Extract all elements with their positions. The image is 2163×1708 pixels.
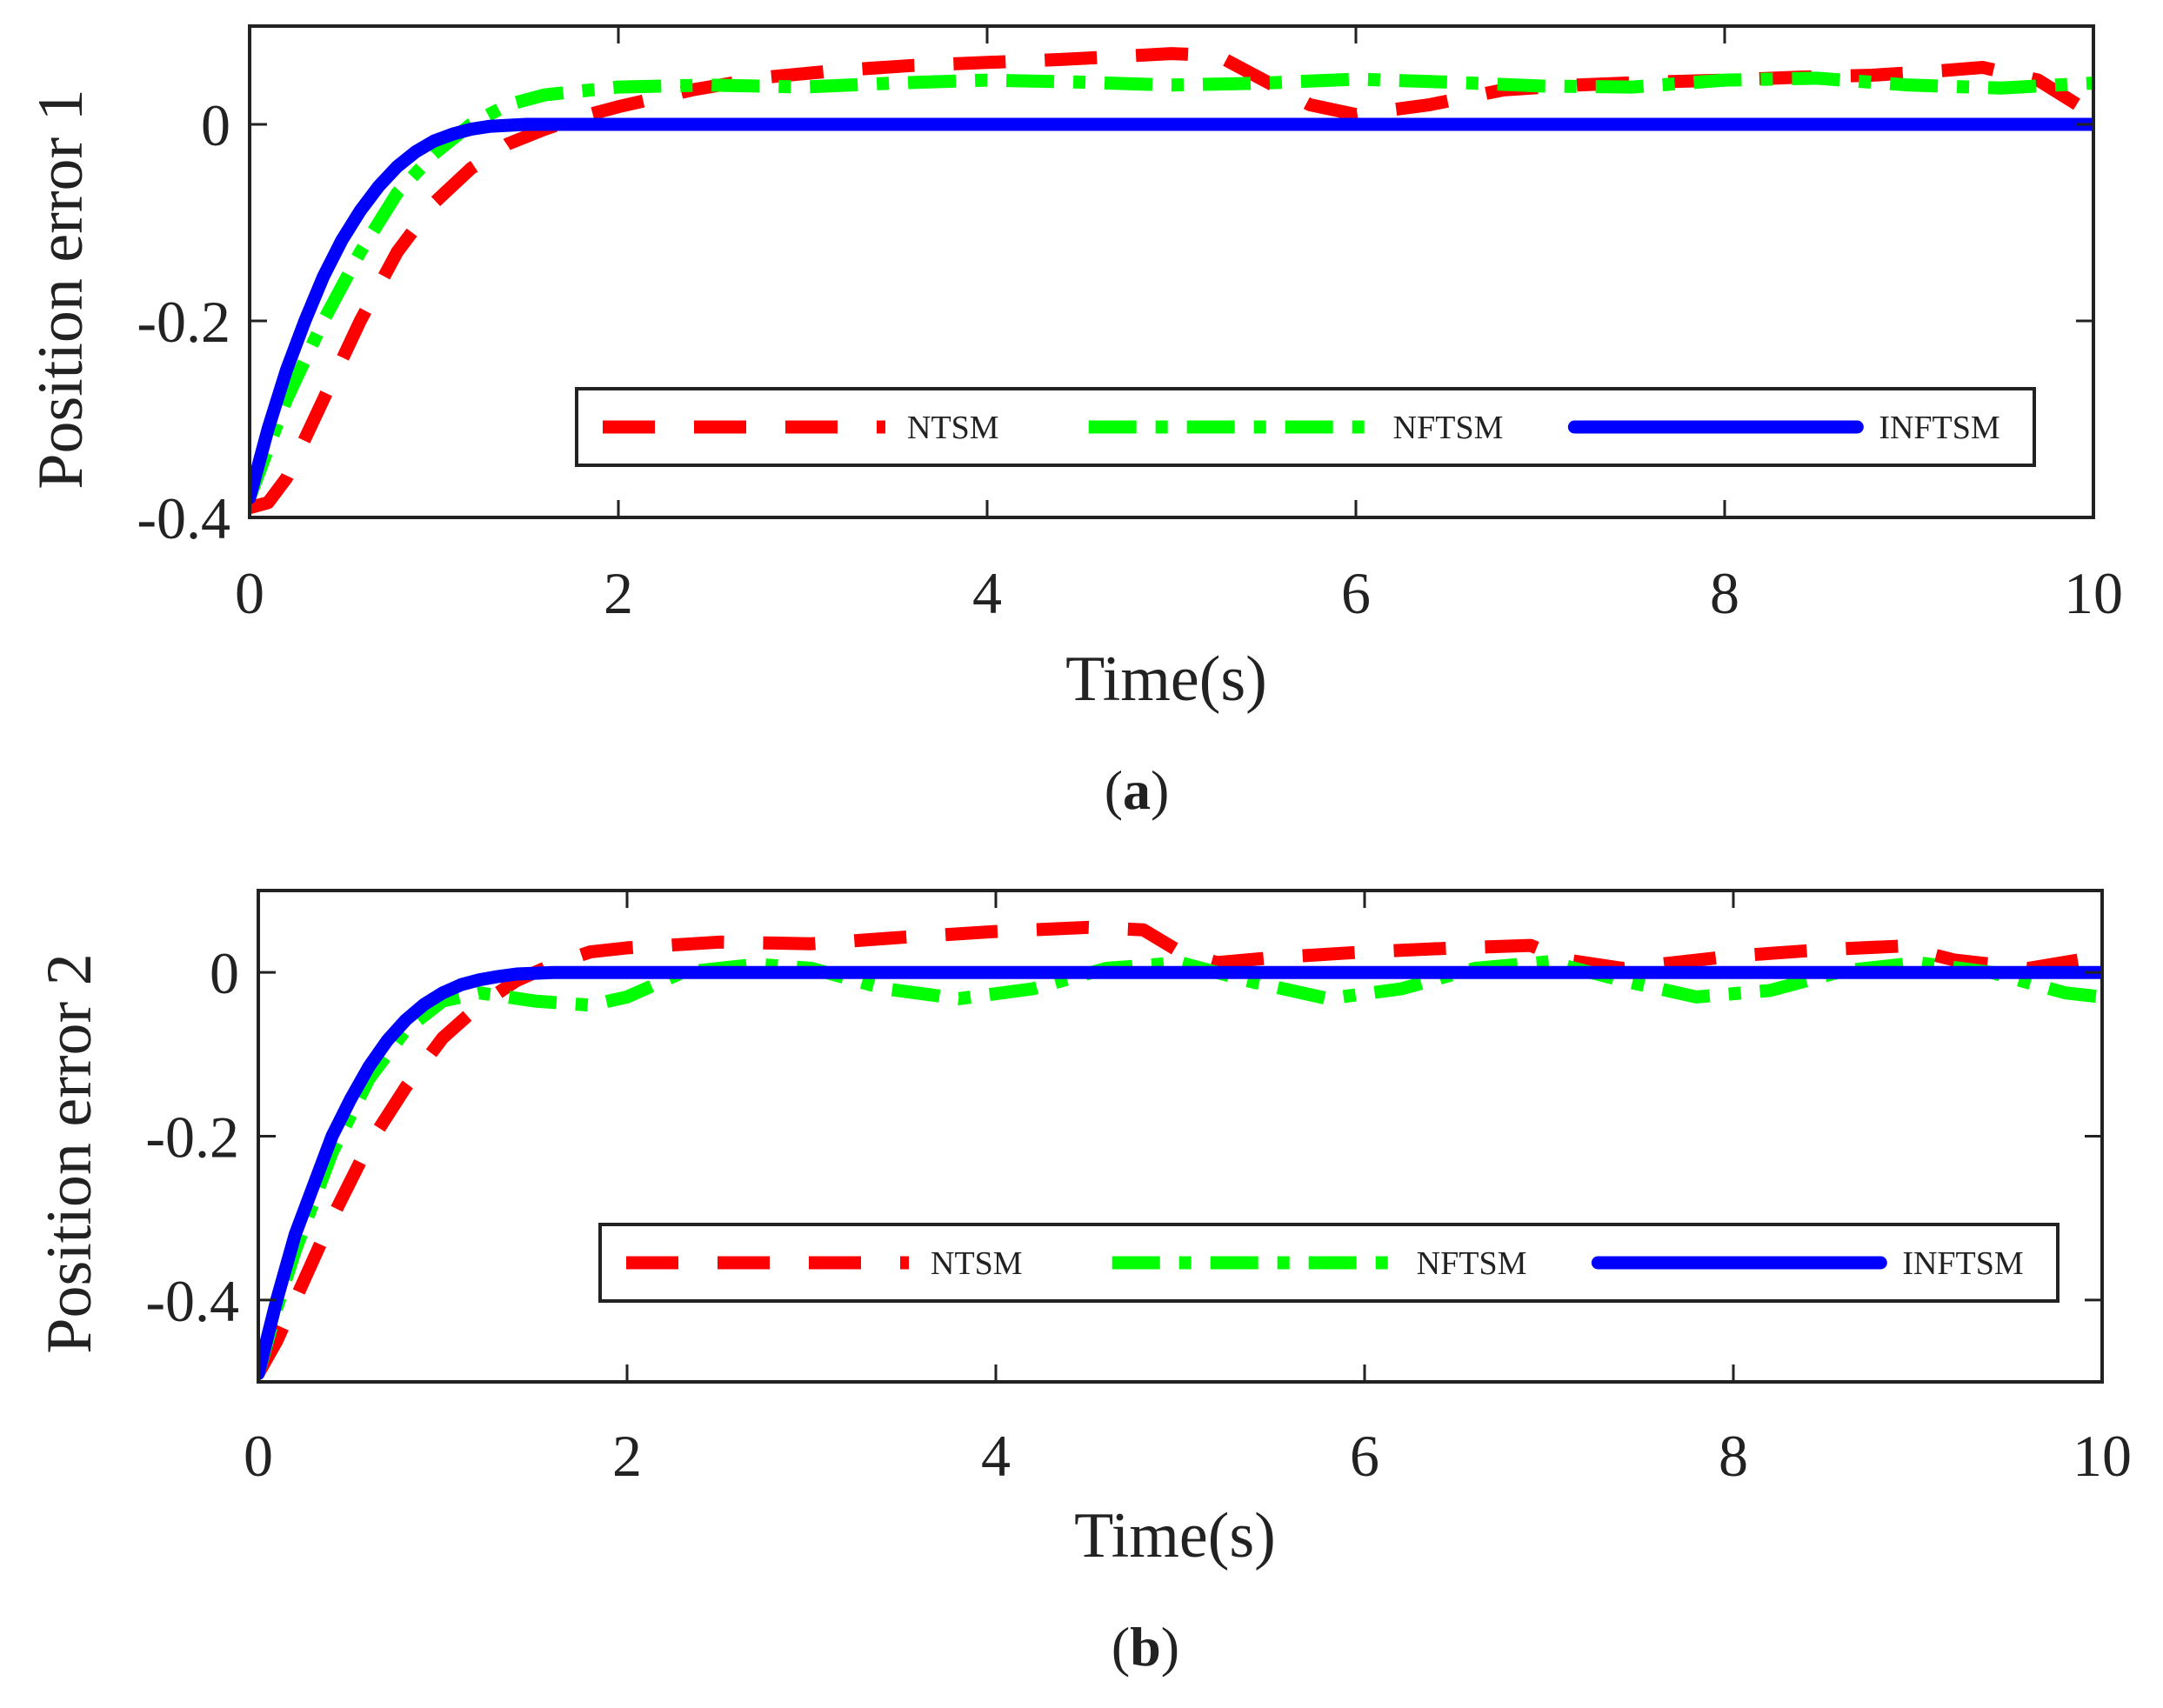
y-tick-label: -0.2 [145, 1104, 239, 1171]
x-tick-label: 4 [981, 1423, 1011, 1489]
legend: NTSM NFTSM INFTSM [598, 1223, 2060, 1303]
y-tick-label: 0 [210, 940, 239, 1006]
x-tick-label: 2 [612, 1423, 642, 1489]
legend-label-inftsm: INFTSM [1902, 1245, 2023, 1282]
x-axis-label: Time(s) [1065, 644, 1267, 715]
series-line-ntsm [250, 47, 2093, 514]
chart-panel-b: 0 2 4 6 8 10 -0.4 -0.2 0 Time(s) Position error… [34, 889, 2132, 1678]
x-tick-label: 6 [1350, 1423, 1379, 1489]
series-line-nftsm [258, 955, 2102, 1376]
x-tick-label: 10 [2064, 560, 2123, 626]
x-tick-label: 10 [2073, 1423, 2132, 1489]
legend-label-nftsm: NFTSM [1393, 410, 1504, 446]
legend-label-inftsm: INFTSM [1879, 410, 1999, 446]
panel-caption: (b) [1112, 1616, 1179, 1678]
y-axis-label: Position error 1 [25, 89, 97, 489]
plot-frame [257, 889, 2104, 1384]
series-line-nftsm [250, 71, 2093, 501]
x-tick-label: 6 [1341, 560, 1371, 626]
series-line-ntsm [258, 920, 2102, 1378]
series-line-inftsm [250, 117, 2093, 504]
legend-label-nftsm: NFTSM [1417, 1245, 1527, 1282]
x-tick-label: 4 [972, 560, 1002, 626]
plot-frame [248, 24, 2095, 519]
x-tick-label: 0 [244, 1423, 273, 1489]
x-tick-label: 8 [1719, 1423, 1748, 1489]
x-tick-label: 2 [604, 560, 633, 626]
x-tick-label: 8 [1710, 560, 1739, 626]
legend: NTSM NFTSM INFTSM [575, 387, 2036, 467]
caption-letter: b [1130, 1616, 1161, 1678]
y-tick-label: -0.2 [137, 289, 230, 355]
legend-label-ntsm: NTSM [907, 410, 999, 446]
caption-letter: a [1123, 759, 1151, 821]
x-axis-label: Time(s) [1074, 1500, 1276, 1571]
series-line-inftsm [258, 965, 2102, 1381]
y-tick-label: 0 [201, 92, 230, 158]
y-tick-label: -0.4 [145, 1268, 239, 1334]
x-tick-label: 0 [235, 560, 264, 626]
y-tick-label: -0.4 [137, 485, 230, 551]
chart-panel-a: 0 2 4 6 8 10 -0.4 -0.2 0 Time(s) Position error… [25, 24, 2123, 821]
legend-label-ntsm: NTSM [931, 1245, 1023, 1282]
panel-caption: (a) [1105, 759, 1170, 821]
y-axis-label: Position error 2 [34, 953, 105, 1353]
